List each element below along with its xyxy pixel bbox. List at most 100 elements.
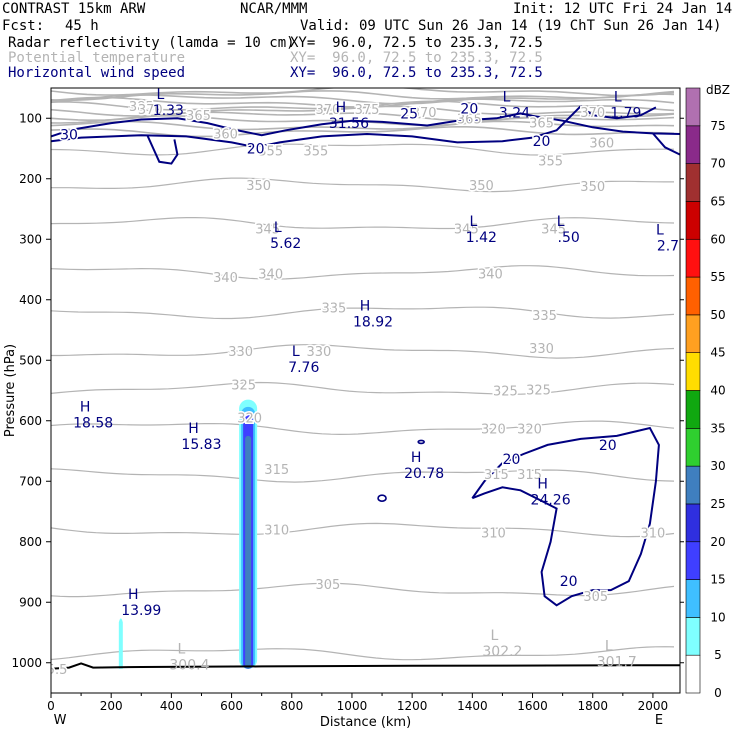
colorbar-label: 20 xyxy=(710,535,725,549)
colorbar-label: 60 xyxy=(710,232,725,246)
theta-label: 335 xyxy=(321,302,346,317)
extremum-marker: L xyxy=(503,89,511,105)
theta-label: 365 xyxy=(529,116,554,131)
colorbar-swatch xyxy=(685,87,701,127)
wind-label: 20 xyxy=(503,452,521,468)
y-tick-label: 500 xyxy=(19,353,42,367)
reflectivity-shallow xyxy=(118,618,123,669)
theta-label: 320 xyxy=(237,412,262,427)
reflectivity-shading xyxy=(118,399,258,669)
theta-contour-line xyxy=(51,143,674,156)
wind-contours xyxy=(51,105,680,670)
colorbar-label: 75 xyxy=(710,119,725,133)
colorbar-swatch xyxy=(685,654,701,694)
extremum-marker: L xyxy=(491,628,499,644)
theta-label: 305 xyxy=(315,578,340,593)
y-tick-label: 200 xyxy=(19,172,42,186)
theta-label: 370 xyxy=(138,103,163,118)
theta-contour-line xyxy=(51,420,675,436)
theta-label: 330 xyxy=(306,345,331,360)
theta-label: 350 xyxy=(246,179,271,194)
colorbar-label: 65 xyxy=(710,194,725,208)
extremum-marker: L xyxy=(605,639,613,655)
colorbar-label: 25 xyxy=(710,497,725,511)
theta-label: 305 xyxy=(583,590,608,605)
wind-contour-small xyxy=(377,494,387,502)
x-tick-label: 800 xyxy=(280,699,303,713)
field-theta-name: Potential temperature xyxy=(8,50,186,66)
extremum-value: .50 xyxy=(558,230,580,246)
extremum-value: 31.56 xyxy=(329,116,369,132)
extremum-value: 7.76 xyxy=(288,360,319,376)
west-label: W xyxy=(54,713,67,728)
extremum-value: 301.7 xyxy=(597,655,637,671)
theta-contour-line xyxy=(51,88,675,97)
colorbar-swatch xyxy=(685,163,701,202)
theta-label: 310 xyxy=(264,524,289,539)
theta-label: 315 xyxy=(264,463,289,478)
colorbar-label: 55 xyxy=(710,270,725,284)
theta-label: 335 xyxy=(532,309,557,324)
theta-contour-line xyxy=(51,522,675,538)
theta-label: 325 xyxy=(493,385,518,400)
x-tick-label: 1000 xyxy=(337,699,368,713)
theta-label: 370 xyxy=(315,103,340,118)
extremum-marker: L xyxy=(178,642,186,658)
extremum-value: 20.78 xyxy=(404,466,444,482)
wind-label: 20 xyxy=(460,102,478,118)
field-theta-xy: XY= 96.0, 72.5 to 235.3, 72.5 xyxy=(290,50,543,66)
theta-label: 310 xyxy=(481,527,506,542)
theta-label: 345 xyxy=(454,222,479,237)
extremum-marker: H xyxy=(411,450,422,466)
theta-label: 330 xyxy=(228,345,253,360)
colorbar-swatch xyxy=(685,390,701,429)
y-axis-label: Pressure (hPa) xyxy=(3,344,18,437)
extremum-value: 1.79 xyxy=(610,105,641,121)
wind-label: 20 xyxy=(599,438,617,454)
y-tick-label: 900 xyxy=(19,595,42,609)
theta-label: 345 xyxy=(541,222,566,237)
extremum-marker: H xyxy=(128,587,139,603)
colorbar-swatch xyxy=(685,579,701,618)
extremum-marker: L xyxy=(656,222,664,238)
theta-contour-line xyxy=(51,120,675,131)
extremum-marker: L xyxy=(292,344,300,360)
reflectivity-core xyxy=(245,435,252,669)
colorbar-swatch xyxy=(685,428,701,467)
theta-contour-line xyxy=(51,582,675,598)
theta-label: 5.5 xyxy=(47,663,68,678)
theta-label: 360 xyxy=(589,136,614,151)
theta-label: 355 xyxy=(538,155,563,170)
colorbar-swatch xyxy=(685,125,701,164)
colorbar-label: 70 xyxy=(710,157,725,171)
wind-label: 20 xyxy=(533,134,551,150)
wind-contour-20-lower xyxy=(471,426,660,607)
x-tick-label: 200 xyxy=(100,699,123,713)
field-reflectivity-xy: XY= 96.0, 72.5 to 235.3, 72.5 xyxy=(290,35,543,51)
extremum-value: 18.58 xyxy=(73,416,113,432)
theta-label: 330 xyxy=(529,342,554,357)
plot-frame xyxy=(50,87,681,694)
theta-contour-line xyxy=(51,468,675,483)
theta-label: 355 xyxy=(303,144,328,159)
x-tick-label: 1400 xyxy=(457,699,488,713)
colorbar-swatch xyxy=(685,201,701,240)
field-wind-name: Horizontal wind speed xyxy=(8,65,186,81)
theta-label: 345 xyxy=(255,222,280,237)
extremum-value: 2.7 xyxy=(657,238,679,254)
theta-label: 315 xyxy=(517,468,542,483)
extremum-value: 13.99 xyxy=(121,603,161,619)
extremum-value: 300.4 xyxy=(169,658,209,674)
theta-label: 325 xyxy=(231,378,256,393)
theta-label: 350 xyxy=(469,179,494,194)
field-wind-xy: XY= 96.0, 72.5 to 235.3, 72.5 xyxy=(290,65,543,81)
wind-contour-20c xyxy=(652,132,680,156)
theta-contour-line xyxy=(51,90,675,102)
theta-label: 365 xyxy=(457,112,482,127)
theta-contour-line xyxy=(51,177,674,193)
colorbar-label: 45 xyxy=(710,346,725,360)
colorbar-unit: dBZ xyxy=(706,83,730,97)
wind-contour-small xyxy=(417,439,425,445)
theta-label: 320 xyxy=(481,423,506,438)
